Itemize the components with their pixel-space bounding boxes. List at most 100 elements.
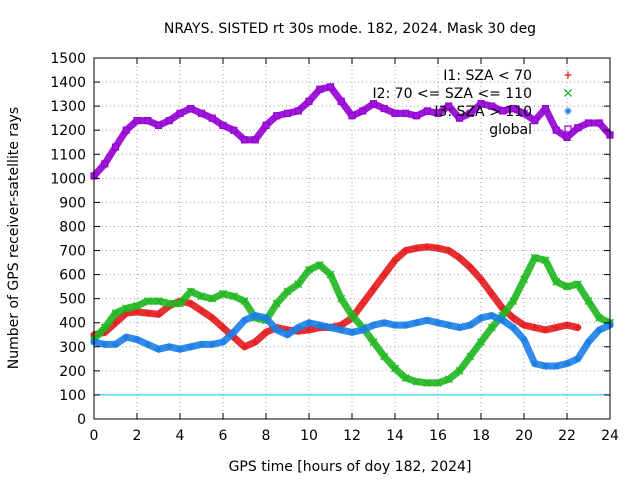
data-point	[412, 112, 421, 120]
data-point	[219, 121, 227, 129]
data-point	[455, 366, 464, 375]
data-point	[488, 290, 496, 298]
data-point	[112, 319, 119, 327]
legend: I1: SZA < 70 I2: 70 <= SZA <= 110 I3: SZA …	[372, 68, 572, 138]
data-point	[187, 104, 195, 113]
y-tick-label: 400	[59, 316, 86, 332]
data-point	[509, 297, 518, 306]
data-point	[315, 261, 324, 269]
data-point	[101, 160, 109, 168]
y-axis-label: Number of GPS receiver-satellite rays	[6, 107, 22, 369]
data-point	[573, 280, 582, 289]
data-point	[251, 312, 259, 320]
data-point	[186, 287, 195, 296]
data-point	[101, 340, 109, 348]
data-point	[262, 121, 270, 129]
x-tick-label: 2	[133, 428, 142, 444]
data-point	[574, 324, 582, 332]
legend-label: I3: SZA > 110	[434, 104, 532, 120]
data-point	[305, 326, 313, 334]
data-point	[563, 133, 571, 142]
data-point	[445, 321, 453, 329]
series-star	[90, 312, 614, 370]
data-point	[466, 321, 474, 329]
data-point	[466, 109, 474, 117]
data-point	[423, 107, 431, 115]
data-point	[133, 336, 141, 344]
data-point	[219, 338, 227, 346]
data-point	[477, 100, 485, 108]
data-point	[530, 253, 539, 262]
data-point	[413, 319, 420, 327]
data-point	[122, 126, 130, 134]
x-tick-label: 10	[300, 428, 318, 444]
chart-title: NRAYS. SISTED rt 30s mode. 182, 2024. Ma…	[164, 21, 536, 37]
data-point	[542, 362, 549, 370]
data-point	[552, 362, 560, 370]
data-point	[187, 299, 195, 307]
data-point	[584, 119, 593, 127]
legend-marker	[564, 89, 572, 97]
data-point	[520, 321, 528, 329]
data-point	[144, 340, 152, 348]
series-trace	[90, 83, 614, 180]
data-point	[197, 292, 206, 301]
data-point	[423, 378, 432, 387]
data-point	[595, 313, 604, 322]
data-point	[219, 324, 227, 332]
data-point	[230, 328, 238, 336]
data-point	[369, 338, 378, 346]
y-tick-label: 1500	[50, 51, 86, 67]
y-tick-label: 1000	[50, 171, 86, 187]
data-point	[316, 321, 324, 329]
data-point	[165, 116, 173, 125]
data-point	[165, 343, 173, 351]
data-point	[477, 275, 485, 283]
data-point	[348, 311, 356, 320]
data-point	[112, 340, 119, 348]
data-point	[444, 375, 453, 384]
x-tick-label: 20	[515, 428, 533, 444]
data-point	[401, 374, 410, 383]
data-point	[155, 310, 162, 318]
data-point	[251, 338, 259, 346]
y-tick-label: 100	[59, 388, 86, 404]
data-point	[337, 326, 345, 334]
data-point	[434, 244, 442, 252]
data-point	[283, 109, 292, 117]
y-tick-label: 1400	[50, 75, 86, 91]
y-tick-label: 700	[59, 244, 86, 260]
data-point	[423, 243, 431, 251]
legend-label: I1: SZA < 70	[443, 68, 532, 84]
data-point	[488, 102, 496, 110]
data-point	[176, 109, 184, 117]
x-tick-label: 18	[472, 428, 490, 444]
data-point	[359, 326, 367, 334]
data-point	[574, 124, 582, 132]
data-point	[240, 297, 249, 306]
data-point	[477, 314, 485, 322]
data-point	[327, 324, 334, 332]
legend-label: global	[489, 122, 532, 138]
data-point	[477, 338, 485, 346]
data-point	[509, 324, 517, 332]
data-point	[380, 104, 388, 113]
x-axis-label: GPS time [hours of doy 182, 2024]	[229, 459, 472, 475]
x-tick-label: 12	[343, 428, 361, 444]
data-point	[520, 275, 528, 284]
y-tick-label: 1300	[50, 99, 86, 115]
data-point	[305, 97, 313, 105]
y-tick-label: 600	[59, 268, 86, 284]
data-point	[133, 301, 141, 310]
x-tick-label: 16	[429, 428, 447, 444]
data-point	[585, 338, 592, 346]
data-point	[241, 343, 248, 351]
data-point	[230, 126, 238, 134]
data-point	[176, 299, 184, 308]
y-tick-label: 300	[59, 340, 86, 356]
data-point	[219, 289, 227, 298]
data-point	[509, 314, 517, 322]
data-point	[574, 355, 582, 363]
data-point	[283, 287, 292, 296]
